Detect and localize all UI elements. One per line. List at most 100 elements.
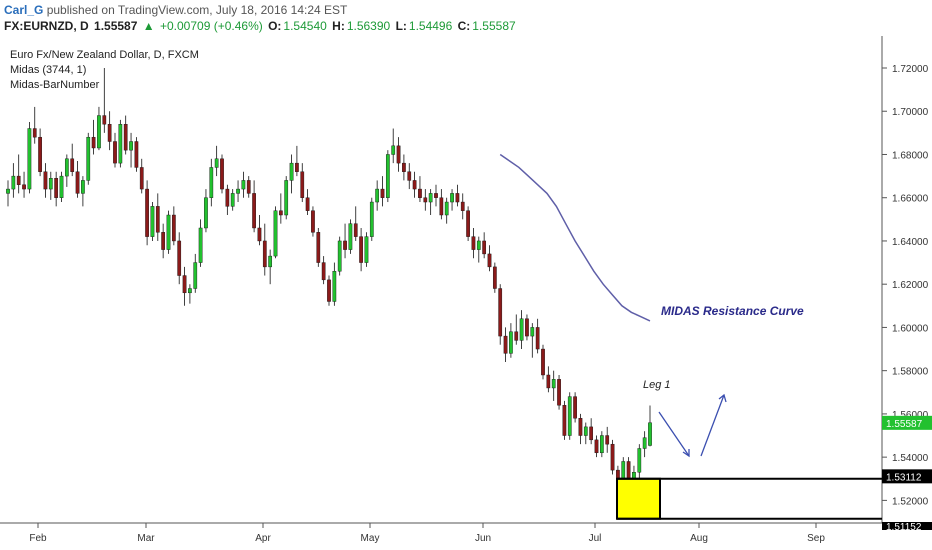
time-tick-label: Jun — [475, 533, 491, 544]
candle-body-down — [402, 162, 406, 172]
candle — [70, 143, 75, 177]
candle — [369, 197, 374, 241]
candle-body-down — [22, 184, 26, 190]
candle-body-down — [32, 128, 37, 138]
candle — [284, 176, 289, 220]
candle-body-down — [535, 327, 540, 350]
candle-body-down — [155, 206, 160, 233]
candle-body-up — [241, 180, 246, 190]
candle-body-down — [412, 180, 417, 190]
time-axis[interactable]: Feb Mar Apr May Jun Jul Aug Sep — [29, 523, 825, 544]
candles — [6, 68, 652, 497]
price-axis[interactable]: 1.72000 1.70000 1.68000 1.66000 1.64000 1.620… — [882, 64, 929, 507]
chart-title: Euro Fx/New Zealand Dollar, D, FXCM — [10, 49, 199, 61]
candle-body-up — [364, 236, 369, 263]
candle — [182, 266, 187, 306]
candle-body-up — [59, 175, 64, 198]
candle-body-up — [27, 128, 32, 190]
time-tick-label: Sep — [807, 533, 825, 544]
candle-body-up — [11, 175, 16, 190]
candle-body-down — [139, 167, 144, 190]
candle — [177, 232, 182, 285]
candle — [567, 392, 572, 440]
candle-body-up — [86, 136, 91, 181]
candle-body-up — [150, 206, 155, 237]
candle — [519, 310, 524, 350]
candle-body-up — [567, 396, 572, 436]
indicator-barnumber[interactable]: Midas-BarNumber — [10, 79, 100, 91]
candle — [327, 275, 331, 306]
candle — [546, 366, 551, 393]
candle — [150, 202, 155, 241]
candle-body-down — [573, 396, 577, 419]
candle-body-up — [129, 141, 133, 151]
candle-body-down — [541, 348, 545, 376]
candle-body-up — [236, 188, 240, 194]
high-label: H: — [332, 19, 345, 33]
candle — [27, 122, 32, 194]
candle — [268, 249, 273, 285]
candle-body-down — [16, 175, 21, 185]
candle-body-up — [642, 437, 647, 449]
last-price: 1.55587 — [94, 19, 138, 33]
candle — [129, 132, 133, 168]
candle — [578, 413, 583, 445]
candle — [246, 176, 251, 198]
published-text: published on TradingView.com, July 18, 2… — [46, 3, 348, 17]
projection-arrows — [658, 393, 727, 458]
candle — [75, 160, 80, 198]
close-label: C: — [457, 19, 471, 33]
candle — [166, 210, 171, 254]
candle-body-down — [295, 162, 299, 172]
candle — [599, 431, 604, 458]
candle — [97, 106, 101, 151]
svg-text:1.55587: 1.55587 — [886, 419, 923, 430]
candle — [161, 223, 166, 259]
candle-body-down — [460, 201, 465, 211]
symbol-label[interactable]: FX:EURNZD, D — [4, 19, 89, 33]
candle-body-up — [193, 262, 198, 289]
indicator-midas[interactable]: Midas (3744, 1) — [10, 64, 86, 76]
candle — [11, 163, 16, 198]
candle — [220, 154, 224, 194]
candle — [16, 154, 21, 194]
price-tick-label: 1.64000 — [892, 237, 929, 248]
publisher-name[interactable]: Carl_G — [4, 3, 44, 17]
candle — [311, 206, 315, 237]
candle-body-down — [487, 253, 492, 268]
candle-body-up — [81, 180, 85, 194]
candle-body-up — [268, 255, 273, 268]
midas-resistance-curve — [499, 153, 651, 322]
candle — [455, 184, 460, 207]
candle — [418, 176, 422, 203]
candle — [54, 171, 59, 207]
price-chart[interactable]: 1.72000 1.70000 1.68000 1.66000 1.64000 1.620… — [0, 36, 932, 550]
candle — [514, 314, 519, 345]
candle-body-up — [648, 422, 652, 446]
candle — [471, 227, 476, 259]
level-badge: 1.53112 — [882, 469, 932, 484]
candle-body-down — [113, 141, 117, 164]
candle-body-up — [476, 240, 481, 250]
candle — [498, 284, 503, 345]
candle — [22, 171, 26, 198]
candle-body-down — [220, 158, 224, 190]
low-label: L: — [395, 19, 407, 33]
candle — [139, 158, 144, 194]
candle-body-up — [118, 124, 123, 164]
candle-body-up — [198, 227, 203, 263]
chart-background — [0, 36, 932, 550]
candle — [337, 236, 342, 276]
candle-body-down — [589, 426, 594, 441]
time-tick-label: Aug — [690, 533, 708, 544]
svg-text:1.51152: 1.51152 — [886, 522, 922, 533]
candle-body-up — [599, 435, 604, 454]
candle — [375, 180, 380, 211]
candle — [86, 132, 91, 185]
candle — [353, 206, 358, 241]
high-value: 1.56390 — [346, 19, 391, 33]
candle — [605, 426, 610, 453]
price-tick-label: 1.58000 — [892, 367, 929, 378]
candle — [204, 189, 208, 233]
candle — [359, 227, 363, 272]
